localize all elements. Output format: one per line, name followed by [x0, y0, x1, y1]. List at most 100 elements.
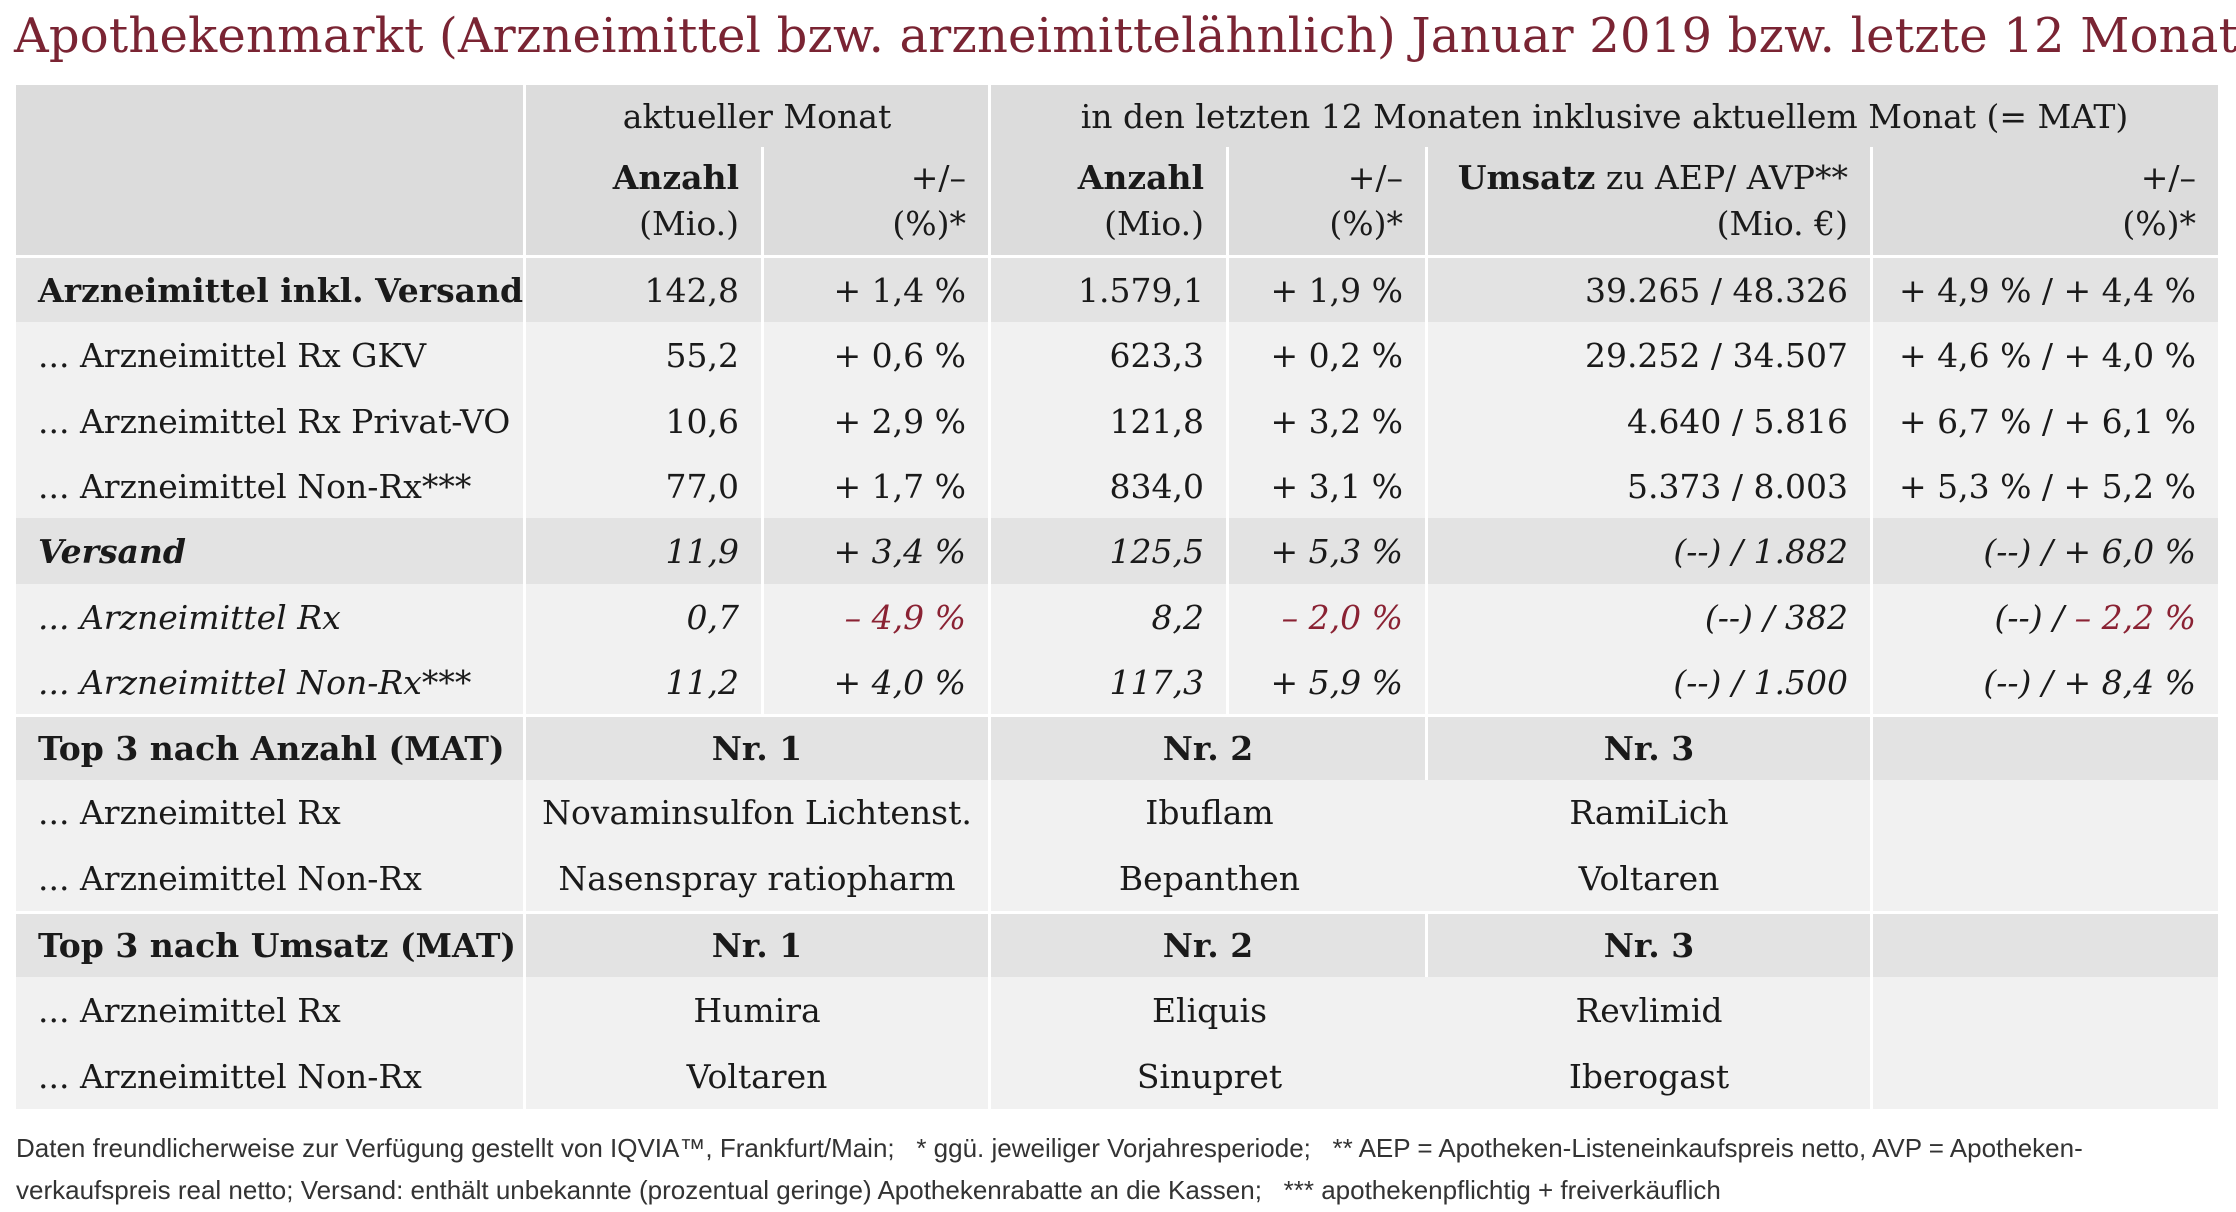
divider — [1870, 258, 1873, 714]
cell-umsatz-change: + 5,3 % / + 5,2 % — [1873, 454, 2218, 518]
divider — [1425, 147, 1428, 255]
divider — [988, 717, 991, 911]
rank-heading: Nr. 3 — [1428, 914, 1870, 977]
row-label: Arzneimittel inkl. Versand — [16, 258, 523, 322]
header-anzahl-label: Anzahl — [1077, 158, 1204, 197]
rank-heading: Nr. 1 — [526, 717, 988, 780]
cell-umsatz: 29.252 / 34.507 — [1428, 322, 1870, 388]
divider — [988, 85, 991, 255]
cell-umsatz-change: + 6,7 % / + 6,1 % — [1873, 388, 2218, 454]
row-label: ... Arzneimittel Non-Rx*** — [16, 454, 523, 518]
product-name: Voltaren — [1428, 845, 1870, 911]
rank-heading: Nr. 2 — [991, 717, 1425, 780]
cell-change-negative: – 4,9 % — [764, 584, 988, 650]
header-change-current: +/– (%)* — [764, 147, 988, 255]
header-anzahl-label: Anzahl — [612, 158, 739, 197]
header-change-unit: (%)* — [2122, 204, 2196, 243]
product-name: Ibuflam — [991, 780, 1428, 845]
header-change-mat: +/– (%)* — [1229, 147, 1425, 255]
cell-change: + 1,7 % — [764, 454, 988, 518]
divider — [1425, 914, 1428, 977]
cell-change: + 2,9 % — [764, 388, 988, 454]
cell-change: + 4,0 % — [764, 650, 988, 714]
header-umsatz: Umsatz zu AEP/ AVP** (Mio. €) — [1428, 147, 1870, 255]
cell-umsatz-change-negative: – 2,2 % — [2074, 597, 2196, 637]
header-change-label: +/– — [910, 158, 966, 197]
cell-mat-change: + 3,2 % — [1229, 388, 1425, 454]
row-label: ... Arzneimittel Non-Rx — [16, 845, 523, 911]
row-label: ... Arzneimittel Non-Rx*** — [16, 650, 523, 714]
cell-umsatz: 5.373 / 8.003 — [1428, 454, 1870, 518]
cell-umsatz: (--) / 1.500 — [1428, 650, 1870, 714]
cell-mat-anzahl: 8,2 — [991, 584, 1226, 650]
footnote-line: verkaufspreis real netto; Versand: enthä… — [16, 1175, 1721, 1205]
product-name: Humira — [526, 977, 988, 1043]
cell-mat-anzahl: 125,5 — [991, 518, 1226, 584]
cell-mat-anzahl: 117,3 — [991, 650, 1226, 714]
empty-cell — [1873, 845, 2218, 911]
divider — [761, 147, 764, 255]
header-anzahl-unit: (Mio.) — [1104, 204, 1204, 243]
product-name: Iberogast — [1428, 1043, 1870, 1109]
separator — [16, 714, 2218, 717]
divider — [988, 258, 991, 714]
header-anzahl-current: Anzahl (Mio.) — [526, 147, 761, 255]
cell-umsatz: 4.640 / 5.816 — [1428, 388, 1870, 454]
row-label: ... Arzneimittel Rx GKV — [16, 322, 523, 388]
cell-mat-change: + 0,2 % — [1229, 322, 1425, 388]
header-umsatz-rest: zu AEP/ AVP** — [1595, 158, 1848, 197]
product-name: Sinupret — [991, 1043, 1428, 1109]
header-anzahl-mat: Anzahl (Mio.) — [991, 147, 1226, 255]
row-label: ... Arzneimittel Non-Rx — [16, 1043, 523, 1109]
rank-heading: Nr. 3 — [1428, 717, 1870, 780]
rank-heading: Nr. 1 — [526, 914, 988, 977]
row-label: ... Arzneimittel Rx Privat-VO — [16, 388, 523, 454]
cell-umsatz-change: + 4,9 % / + 4,4 % — [1873, 258, 2218, 322]
header-anzahl-unit: (Mio.) — [639, 204, 739, 243]
divider — [523, 258, 526, 714]
cell-umsatz-change: (--) / – 2,2 % — [1873, 584, 2218, 650]
row-label: Versand — [16, 518, 523, 584]
cell-mat-change: + 5,3 % — [1229, 518, 1425, 584]
cell-anzahl: 77,0 — [526, 454, 761, 518]
footnote: Daten freundlicherweise zur Verfügung ge… — [16, 1127, 2216, 1211]
header-change-label: +/– — [2140, 158, 2196, 197]
product-name: Voltaren — [526, 1043, 988, 1109]
product-name: Eliquis — [991, 977, 1428, 1043]
header-mat: in den letzten 12 Monaten inklusive aktu… — [991, 85, 2218, 147]
cell-anzahl: 10,6 — [526, 388, 761, 454]
product-name: Novaminsulfon Lichtenst. — [526, 780, 988, 845]
cell-mat-change: + 5,9 % — [1229, 650, 1425, 714]
divider — [1226, 147, 1229, 255]
rank-heading: Nr. 2 — [991, 914, 1425, 977]
separator — [16, 911, 2218, 914]
row-label: ... Arzneimittel Rx — [16, 977, 523, 1043]
divider — [761, 258, 764, 714]
cell-mat-anzahl: 121,8 — [991, 388, 1226, 454]
market-table: aktueller Monat in den letzten 12 Monate… — [16, 85, 2218, 1109]
header-empty — [16, 85, 523, 255]
footnote-line: Daten freundlicherweise zur Verfügung ge… — [16, 1133, 2083, 1163]
cell-change: + 1,4 % — [764, 258, 988, 322]
cell-anzahl: 11,9 — [526, 518, 761, 584]
cell-mat-change: + 1,9 % — [1229, 258, 1425, 322]
cell-umsatz: (--) / 382 — [1428, 584, 1870, 650]
cell-change: + 3,4 % — [764, 518, 988, 584]
cell-umsatz-change: (--) / + 6,0 % — [1873, 518, 2218, 584]
header-current-month: aktueller Monat — [526, 85, 988, 147]
cell-mat-change: + 3,1 % — [1229, 454, 1425, 518]
cell-umsatz: (--) / 1.882 — [1428, 518, 1870, 584]
section-heading: Top 3 nach Anzahl (MAT) — [16, 717, 523, 780]
cell-umsatz: 39.265 / 48.326 — [1428, 258, 1870, 322]
divider — [988, 914, 991, 1109]
empty-cell — [1873, 1043, 2218, 1109]
empty-cell — [1873, 977, 2218, 1043]
divider — [1870, 147, 1873, 255]
cell-umsatz-change-prefix: (--) / — [1994, 597, 2075, 637]
divider — [523, 914, 526, 1109]
product-name: Bepanthen — [991, 845, 1428, 911]
divider — [1870, 914, 1873, 1109]
divider — [523, 717, 526, 911]
cell-anzahl: 0,7 — [526, 584, 761, 650]
cell-mat-anzahl: 834,0 — [991, 454, 1226, 518]
